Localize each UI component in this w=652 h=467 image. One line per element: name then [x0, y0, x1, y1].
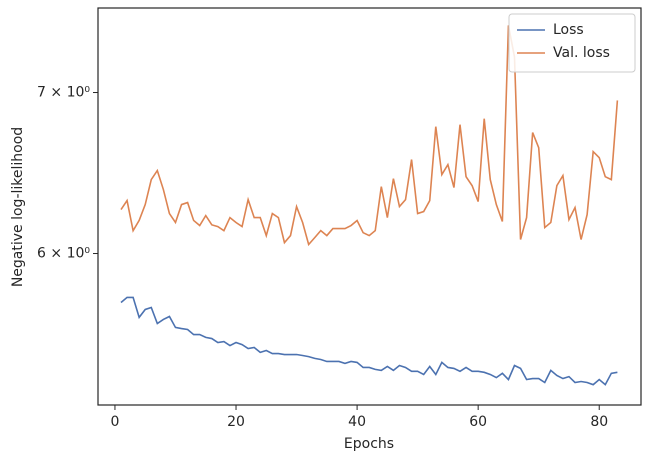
y-axis-label: Negative log-likelihood [10, 127, 26, 287]
x-tick-label: 20 [227, 414, 245, 430]
x-tick-label: 40 [348, 414, 366, 430]
legend-box [508, 13, 636, 73]
x-tick-label: 60 [469, 414, 487, 430]
x-tick-label: 0 [110, 414, 119, 430]
y-tick-label: 6 × 10⁰ [37, 246, 90, 262]
series-line [120, 296, 618, 386]
series-line [120, 25, 619, 247]
legend-label: Loss [553, 22, 584, 38]
x-axis-label: Epochs [344, 436, 394, 452]
x-tick-label: 80 [590, 414, 608, 430]
y-tick-label: 7 × 10⁰ [37, 85, 90, 101]
legend-label: Val. loss [553, 45, 610, 61]
